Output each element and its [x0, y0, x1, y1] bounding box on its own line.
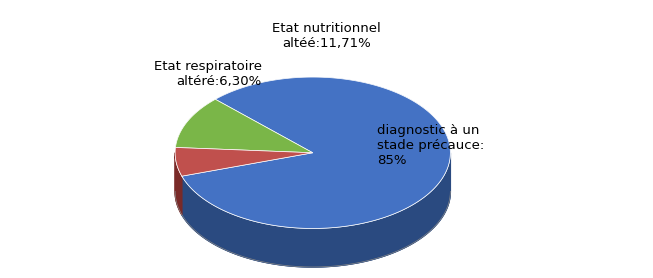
Polygon shape [175, 153, 182, 215]
Polygon shape [182, 154, 451, 267]
Polygon shape [182, 153, 313, 215]
Polygon shape [175, 147, 313, 176]
Polygon shape [182, 153, 451, 267]
Polygon shape [176, 99, 313, 153]
Polygon shape [175, 147, 313, 176]
Polygon shape [182, 77, 451, 229]
Polygon shape [182, 153, 313, 215]
Polygon shape [176, 99, 313, 153]
Polygon shape [175, 153, 182, 215]
Text: Etat respiratoire
altéré:6,30%: Etat respiratoire altéré:6,30% [154, 60, 262, 88]
Polygon shape [182, 77, 451, 229]
Text: diagnostic à un
stade précauce:
85%: diagnostic à un stade précauce: 85% [377, 124, 485, 167]
Text: Etat nutritionnel
altéé:11,71%: Etat nutritionnel altéé:11,71% [272, 22, 381, 49]
